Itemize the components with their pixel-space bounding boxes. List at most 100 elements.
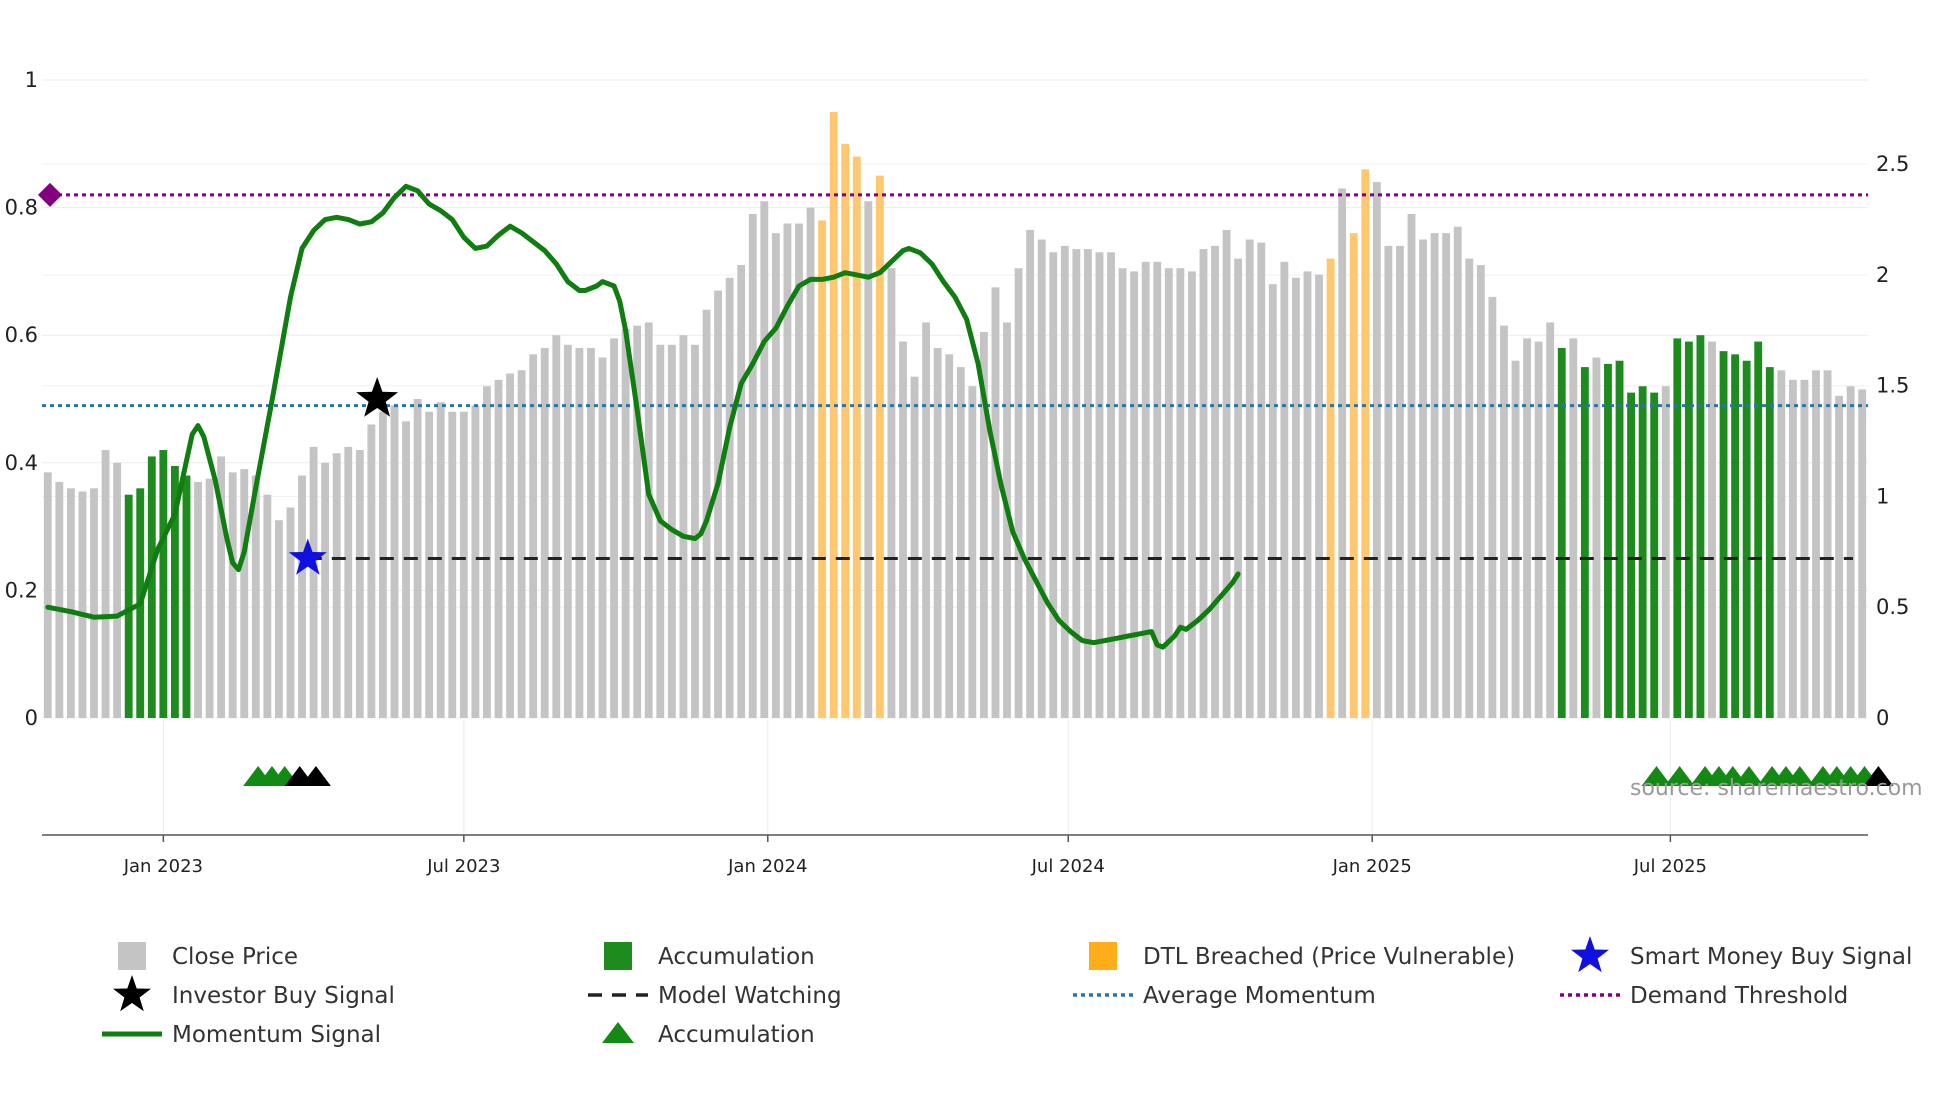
close-price-bar bbox=[217, 456, 226, 718]
close-price-bar bbox=[725, 277, 734, 718]
close-price-bar bbox=[714, 290, 723, 718]
right-y-tick-label: 1 bbox=[1876, 484, 1889, 508]
close-price-bar bbox=[1187, 271, 1196, 718]
close-price-bar bbox=[621, 328, 630, 718]
dtl-breached-bar bbox=[818, 220, 827, 719]
close-price-bar bbox=[1153, 261, 1162, 718]
close-price-bar bbox=[1835, 395, 1844, 718]
accumulation-bar bbox=[1673, 338, 1682, 718]
close-price-bar bbox=[90, 488, 98, 718]
close-price-bar bbox=[240, 469, 249, 718]
close-price-bar bbox=[1176, 268, 1185, 718]
close-price-bar bbox=[344, 446, 353, 718]
x-tick-label: Jul 2023 bbox=[426, 856, 500, 877]
accumulation-bar bbox=[159, 450, 168, 718]
x-tick-label: Jan 2023 bbox=[123, 856, 203, 877]
left-y-tick-label: 0.8 bbox=[5, 196, 38, 220]
close-price-bar bbox=[598, 357, 607, 718]
dtl-breached-bar bbox=[1326, 258, 1335, 718]
close-price-bar bbox=[436, 402, 445, 718]
close-price-bar bbox=[1049, 252, 1058, 718]
close-price-bar bbox=[1858, 389, 1867, 718]
close-price-bar bbox=[1338, 188, 1347, 718]
close-price-bar bbox=[1060, 245, 1069, 718]
close-price-bar bbox=[563, 344, 572, 718]
close-price-bar bbox=[517, 370, 526, 718]
close-price-bar bbox=[1396, 245, 1404, 718]
momentum-series bbox=[45, 183, 1241, 650]
close-price-bar bbox=[1823, 370, 1832, 718]
close-price-bar bbox=[540, 347, 549, 718]
accumulation-triangle bbox=[1641, 766, 1672, 786]
close-price-bar bbox=[1037, 239, 1046, 718]
close-price-bar bbox=[1419, 239, 1427, 718]
close-price-bar bbox=[1708, 341, 1716, 718]
close-price-bar bbox=[263, 494, 272, 718]
right-y-tick-label: 2.5 bbox=[1876, 152, 1909, 176]
close-price-bar bbox=[390, 405, 399, 718]
close-price-bar bbox=[367, 424, 376, 718]
close-price-bar bbox=[748, 213, 757, 719]
right-y-tick-label: 0 bbox=[1876, 706, 1889, 730]
close-price-bar bbox=[633, 325, 642, 718]
close-price-bar bbox=[459, 411, 468, 718]
accumulation-bar bbox=[1696, 335, 1705, 718]
close-price-bar bbox=[55, 481, 64, 718]
close-price-bar bbox=[506, 373, 514, 718]
close-price-bar bbox=[494, 379, 503, 718]
accumulation-triangle bbox=[300, 766, 331, 786]
dtl-breached-bar bbox=[1349, 233, 1358, 718]
close-price-bar bbox=[1777, 370, 1786, 718]
legend-swatch-accumulation-triangle bbox=[602, 1022, 634, 1043]
close-price-bar bbox=[43, 472, 52, 718]
close-price-bar bbox=[483, 386, 491, 718]
close-price-bar bbox=[448, 411, 457, 718]
close-price-bar bbox=[1488, 296, 1497, 718]
close-price-bar bbox=[1164, 268, 1173, 718]
accumulation-bar bbox=[1615, 360, 1624, 718]
legend-label: Accumulation bbox=[658, 1022, 815, 1048]
close-price-bar bbox=[795, 223, 803, 719]
accumulation-bar bbox=[1719, 351, 1728, 718]
close-price-bar bbox=[1003, 322, 1011, 718]
legend-swatch-accumulation bbox=[604, 942, 632, 970]
close-price-bar bbox=[529, 354, 538, 718]
close-price-bar bbox=[1534, 341, 1543, 718]
close-price-bar bbox=[1384, 245, 1393, 718]
close-price-bar bbox=[1442, 233, 1451, 718]
smart-money-buy-signal-marker bbox=[288, 538, 327, 575]
legend-label: Momentum Signal bbox=[172, 1022, 381, 1048]
close-price-bar bbox=[205, 478, 214, 718]
close-price-bar bbox=[1661, 386, 1670, 718]
close-price-bar bbox=[1268, 284, 1277, 718]
signal-markers bbox=[243, 377, 1894, 786]
legend-label: Investor Buy Signal bbox=[172, 983, 395, 1009]
x-tick-label: Jan 2024 bbox=[727, 856, 807, 877]
legend: Close Price Accumulation DTL Breached (Pri… bbox=[102, 936, 1912, 1048]
close-price-bar bbox=[656, 344, 665, 718]
close-price-bar bbox=[355, 450, 364, 718]
close-price-bar bbox=[945, 354, 954, 718]
accumulation-bar bbox=[1754, 341, 1763, 718]
accumulation-bar bbox=[147, 456, 156, 718]
accumulation-bar bbox=[1731, 354, 1740, 718]
accumulation-triangle bbox=[1784, 766, 1815, 786]
x-tick-label: Jan 2025 bbox=[1332, 856, 1412, 877]
close-price-bar bbox=[1546, 322, 1555, 718]
left-y-tick-label: 0.6 bbox=[5, 323, 38, 347]
legend-label: Average Momentum bbox=[1143, 983, 1376, 1009]
axes: 0 0.2 0.4 0.6 0.8 1 0 0.5 1 1.5 2 2.5 Jan 2023 Jul 20… bbox=[5, 68, 1910, 877]
demand-threshold-marker bbox=[38, 182, 62, 207]
close-price-bar bbox=[1118, 268, 1127, 718]
dtl-breached-bar bbox=[1361, 169, 1370, 718]
close-price-bar bbox=[1026, 229, 1035, 718]
close-price-bar bbox=[1788, 379, 1797, 718]
momentum-signal-line bbox=[45, 183, 1241, 650]
close-price-bar bbox=[991, 287, 1000, 718]
legend-label: Close Price bbox=[172, 944, 298, 970]
close-price-bar bbox=[783, 223, 792, 719]
close-price-bar bbox=[1500, 325, 1508, 718]
close-price-bar bbox=[1465, 258, 1474, 718]
close-price-bar bbox=[587, 347, 595, 718]
accumulation-bar bbox=[124, 494, 133, 718]
